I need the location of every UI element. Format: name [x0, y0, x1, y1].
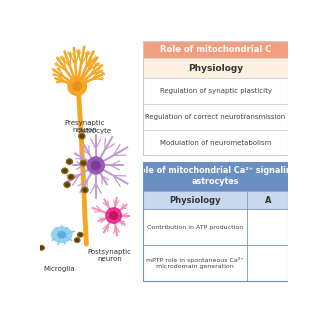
- Ellipse shape: [33, 238, 39, 243]
- FancyBboxPatch shape: [143, 104, 288, 130]
- FancyBboxPatch shape: [143, 191, 288, 209]
- Ellipse shape: [82, 188, 88, 193]
- Text: Astrocyte: Astrocyte: [79, 128, 112, 134]
- Ellipse shape: [76, 239, 78, 241]
- Ellipse shape: [87, 157, 104, 174]
- Ellipse shape: [82, 162, 85, 164]
- Ellipse shape: [52, 227, 72, 243]
- FancyBboxPatch shape: [143, 42, 288, 59]
- FancyBboxPatch shape: [143, 59, 288, 78]
- Ellipse shape: [66, 183, 69, 186]
- Ellipse shape: [29, 249, 35, 253]
- Ellipse shape: [75, 238, 80, 243]
- Ellipse shape: [68, 174, 74, 180]
- Ellipse shape: [79, 133, 85, 139]
- Ellipse shape: [64, 182, 70, 188]
- Ellipse shape: [69, 176, 73, 178]
- Text: Presynaptic
neuron: Presynaptic neuron: [65, 120, 105, 133]
- Ellipse shape: [80, 160, 86, 166]
- Text: mPTP role in spontaneous Ca²⁺
microdomain generation: mPTP role in spontaneous Ca²⁺ microdomai…: [147, 257, 244, 269]
- Ellipse shape: [68, 160, 71, 163]
- FancyBboxPatch shape: [143, 130, 288, 156]
- Ellipse shape: [35, 239, 37, 241]
- Text: Physiology: Physiology: [170, 196, 221, 204]
- Text: A: A: [264, 196, 271, 204]
- Ellipse shape: [68, 77, 86, 95]
- Ellipse shape: [84, 189, 86, 191]
- Text: Role of mitochondrial C: Role of mitochondrial C: [160, 45, 271, 54]
- Text: Microglia: Microglia: [44, 266, 76, 272]
- Ellipse shape: [63, 170, 66, 172]
- Text: Physiology: Physiology: [188, 64, 243, 73]
- FancyBboxPatch shape: [143, 245, 247, 281]
- FancyBboxPatch shape: [143, 162, 288, 191]
- FancyBboxPatch shape: [247, 209, 288, 245]
- FancyBboxPatch shape: [143, 78, 288, 104]
- Text: Contribution in ATP production: Contribution in ATP production: [147, 225, 244, 230]
- Ellipse shape: [62, 168, 68, 173]
- Text: Postsynaptic
neuron: Postsynaptic neuron: [88, 249, 132, 262]
- Text: Regulation of correct neurotransmission: Regulation of correct neurotransmission: [145, 114, 286, 120]
- FancyBboxPatch shape: [143, 209, 247, 245]
- Ellipse shape: [92, 161, 100, 170]
- Ellipse shape: [39, 245, 44, 250]
- Ellipse shape: [66, 159, 73, 164]
- Ellipse shape: [40, 247, 43, 249]
- Ellipse shape: [73, 82, 82, 90]
- Ellipse shape: [77, 232, 83, 237]
- Ellipse shape: [106, 208, 121, 223]
- Ellipse shape: [80, 135, 84, 138]
- Ellipse shape: [110, 212, 117, 219]
- Text: Regulation of synaptic plasticity: Regulation of synaptic plasticity: [160, 88, 272, 94]
- FancyBboxPatch shape: [247, 245, 288, 281]
- Text: Modulation of neurometabolism: Modulation of neurometabolism: [160, 140, 271, 146]
- Ellipse shape: [31, 250, 34, 252]
- Text: Role of mitochondrial Ca²⁺ signaling
astrocytes: Role of mitochondrial Ca²⁺ signaling ast…: [134, 166, 297, 186]
- Ellipse shape: [79, 234, 82, 236]
- Ellipse shape: [58, 232, 66, 238]
